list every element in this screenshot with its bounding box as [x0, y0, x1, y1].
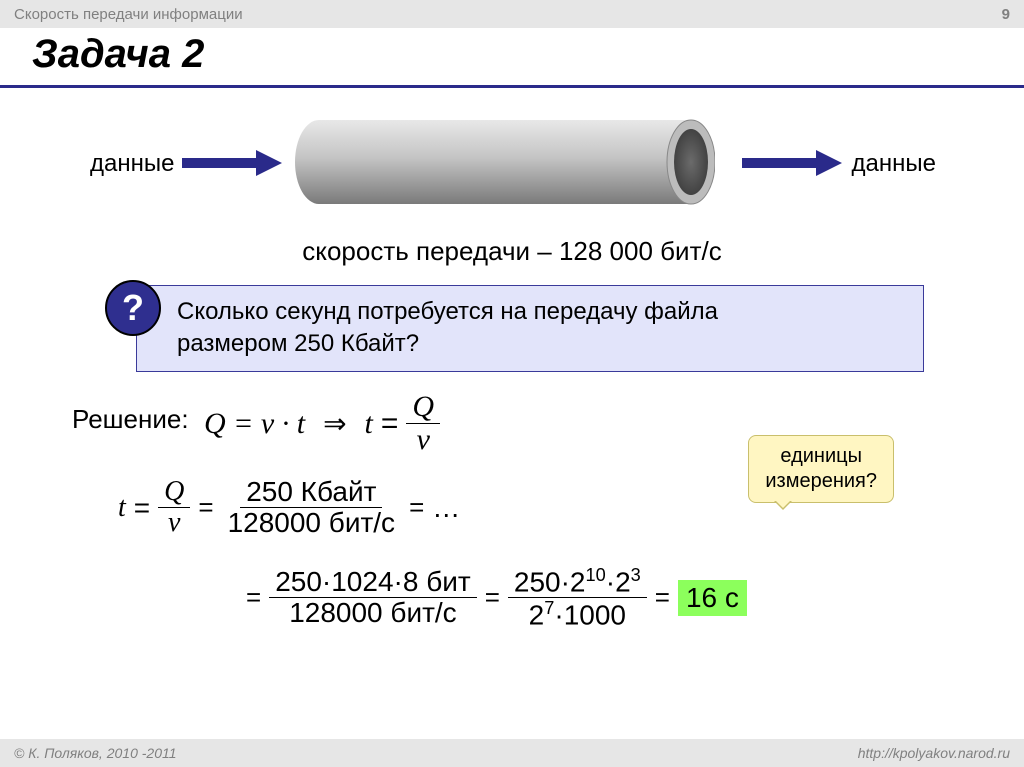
question-box: ? Сколько секунд потребуется на передачу… — [136, 285, 924, 372]
page-title: Задача 2 — [32, 32, 992, 77]
implies-icon: ⇒ — [323, 407, 346, 441]
arrow-in-icon — [182, 150, 282, 176]
row2b-num: 250·210·23 — [508, 566, 647, 598]
footer-url: http://kpolyakov.narod.ru — [858, 745, 1010, 761]
callout-l2: измерения? — [765, 469, 877, 494]
calc-row-2: = 250·1024·8 бит 128000 бит/с = 250·210·… — [238, 566, 747, 630]
arrow-out-icon — [742, 150, 842, 176]
row2b-den: 27·1000 — [523, 598, 632, 629]
question-mark-icon: ? — [105, 280, 161, 336]
pipe-icon — [295, 116, 715, 208]
speed-caption: скорость передачи – 128 000 бит/с — [0, 236, 1024, 267]
units-callout: единицы измерения? — [748, 435, 894, 503]
answer-box: 16 с — [678, 580, 747, 616]
formula-Q-eq-vt: Q = v · t — [204, 407, 305, 441]
pipe-diagram: данные данные — [0, 116, 1024, 226]
ellipsis: … — [432, 492, 460, 524]
formula-t-eq: t= Q v — [365, 392, 441, 455]
footer-bar: © К. Поляков, 2010 -2011 http://kpolyako… — [0, 739, 1024, 767]
diagram-left-label: данные — [90, 150, 174, 178]
solution-label: Решение: — [72, 404, 189, 435]
copyright: © К. Поляков, 2010 -2011 — [14, 745, 177, 761]
title-row: Задача 2 — [0, 28, 1024, 88]
question-line1: Сколько секунд потребуется на передачу ф… — [177, 296, 905, 328]
calc-row-1: t= Q v = 250 Кбайт 128000 бит/с = … — [118, 478, 460, 537]
page-number: 9 — [1002, 6, 1010, 23]
formula-main: Q = v · t ⇒ t= Q v — [204, 392, 440, 455]
header-bar: Скорость передачи информации 9 — [0, 0, 1024, 28]
diagram-right-label: данные — [852, 150, 936, 178]
question-line2: размером 250 Кбайт? — [177, 328, 905, 360]
breadcrumb: Скорость передачи информации — [14, 6, 243, 23]
callout-l1: единицы — [765, 444, 877, 469]
